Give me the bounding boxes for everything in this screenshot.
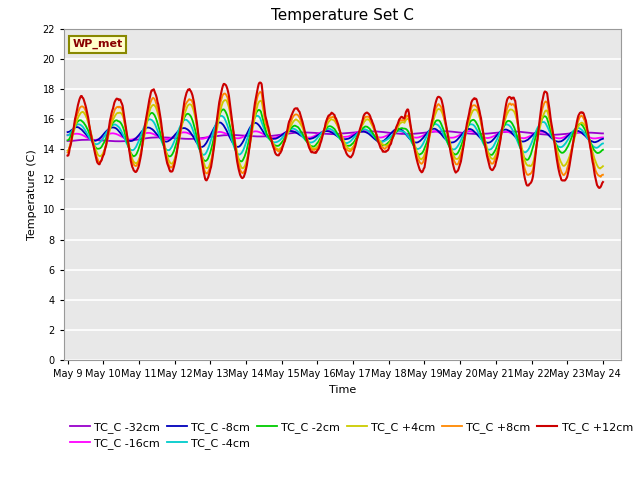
TC_C -32cm	[328, 131, 335, 137]
TC_C -32cm	[182, 136, 189, 142]
TC_C -8cm	[433, 127, 441, 133]
TC_C -2cm	[181, 113, 189, 119]
TC_C -32cm	[116, 138, 124, 144]
TC_C -4cm	[181, 117, 189, 122]
TC_C +4cm	[328, 117, 335, 122]
TC_C -16cm	[381, 134, 388, 140]
TC_C -8cm	[381, 137, 388, 143]
TC_C +8cm	[204, 169, 212, 175]
TC_C -16cm	[205, 133, 212, 139]
TC_C +12cm	[204, 175, 212, 180]
TC_C -8cm	[181, 125, 189, 131]
TC_C -32cm	[64, 138, 72, 144]
TC_C +4cm	[221, 97, 229, 103]
TC_C -32cm	[438, 128, 446, 134]
Line: TC_C -8cm: TC_C -8cm	[68, 122, 603, 147]
TC_C +12cm	[380, 149, 387, 155]
TC_C -8cm	[599, 136, 607, 142]
TC_C +12cm	[433, 97, 440, 103]
TC_C +4cm	[181, 110, 189, 116]
TC_C -4cm	[217, 113, 225, 119]
TC_C +4cm	[551, 138, 559, 144]
TC_C -16cm	[328, 129, 336, 135]
TC_C -2cm	[381, 142, 388, 148]
TC_C -2cm	[599, 147, 607, 153]
Line: TC_C -2cm: TC_C -2cm	[68, 109, 603, 161]
TC_C -32cm	[599, 131, 607, 136]
TC_C +4cm	[380, 142, 387, 147]
TC_C -2cm	[204, 156, 212, 161]
TC_C -8cm	[328, 130, 336, 136]
Text: WP_met: WP_met	[72, 39, 123, 49]
TC_C +8cm	[551, 140, 559, 145]
Line: TC_C +4cm: TC_C +4cm	[68, 100, 603, 168]
TC_C -4cm	[433, 122, 441, 128]
TC_C -4cm	[552, 140, 559, 146]
TC_C -2cm	[552, 140, 559, 146]
TC_C +4cm	[204, 165, 212, 170]
TC_C -32cm	[205, 134, 212, 140]
Line: TC_C +8cm: TC_C +8cm	[68, 92, 603, 177]
TC_C +8cm	[380, 145, 387, 151]
TC_C -32cm	[380, 129, 387, 135]
TC_C +12cm	[551, 141, 559, 146]
TC_C -2cm	[220, 107, 228, 112]
X-axis label: Time: Time	[329, 384, 356, 395]
Legend: TC_C -32cm, TC_C -16cm, TC_C -8cm, TC_C -4cm, TC_C -2cm, TC_C +4cm, TC_C +8cm, T: TC_C -32cm, TC_C -16cm, TC_C -8cm, TC_C …	[70, 422, 633, 449]
TC_C -16cm	[323, 128, 330, 133]
TC_C -2cm	[328, 124, 336, 130]
TC_C +4cm	[433, 108, 440, 114]
TC_C +8cm	[328, 115, 335, 120]
Title: Temperature Set C: Temperature Set C	[271, 9, 414, 24]
Line: TC_C +12cm: TC_C +12cm	[68, 83, 603, 188]
TC_C -16cm	[433, 129, 441, 134]
TC_C -8cm	[205, 135, 212, 141]
TC_C -4cm	[200, 152, 207, 158]
TC_C -4cm	[599, 141, 607, 146]
Line: TC_C -4cm: TC_C -4cm	[68, 116, 603, 155]
TC_C +4cm	[64, 148, 72, 154]
TC_C -2cm	[64, 137, 72, 143]
TC_C -2cm	[433, 118, 441, 123]
TC_C +4cm	[596, 166, 604, 171]
TC_C -8cm	[216, 120, 224, 125]
TC_C -32cm	[552, 132, 559, 138]
TC_C -4cm	[64, 132, 72, 138]
TC_C +8cm	[64, 149, 72, 155]
TC_C +12cm	[181, 96, 189, 101]
TC_C -4cm	[381, 138, 388, 144]
TC_C -16cm	[64, 132, 72, 138]
TC_C -8cm	[198, 144, 205, 150]
TC_C -2cm	[237, 158, 245, 164]
TC_C -4cm	[205, 144, 212, 149]
TC_C +4cm	[599, 163, 607, 169]
TC_C -16cm	[552, 135, 559, 141]
Line: TC_C -16cm: TC_C -16cm	[68, 131, 603, 140]
TC_C -4cm	[328, 127, 336, 133]
TC_C -16cm	[599, 134, 607, 140]
TC_C -16cm	[182, 130, 189, 135]
TC_C +12cm	[328, 110, 335, 116]
TC_C +12cm	[256, 80, 264, 85]
TC_C -16cm	[90, 137, 98, 143]
TC_C -8cm	[552, 138, 559, 144]
Y-axis label: Temperature (C): Temperature (C)	[27, 149, 37, 240]
TC_C +8cm	[181, 103, 189, 109]
TC_C +8cm	[433, 104, 440, 110]
TC_C +8cm	[597, 174, 605, 180]
TC_C +12cm	[599, 179, 607, 185]
TC_C +8cm	[599, 172, 607, 178]
Line: TC_C -32cm: TC_C -32cm	[68, 131, 603, 141]
TC_C -32cm	[433, 129, 440, 134]
TC_C +12cm	[64, 153, 72, 158]
TC_C -8cm	[64, 129, 72, 135]
TC_C +8cm	[256, 89, 264, 95]
TC_C +12cm	[595, 185, 603, 191]
